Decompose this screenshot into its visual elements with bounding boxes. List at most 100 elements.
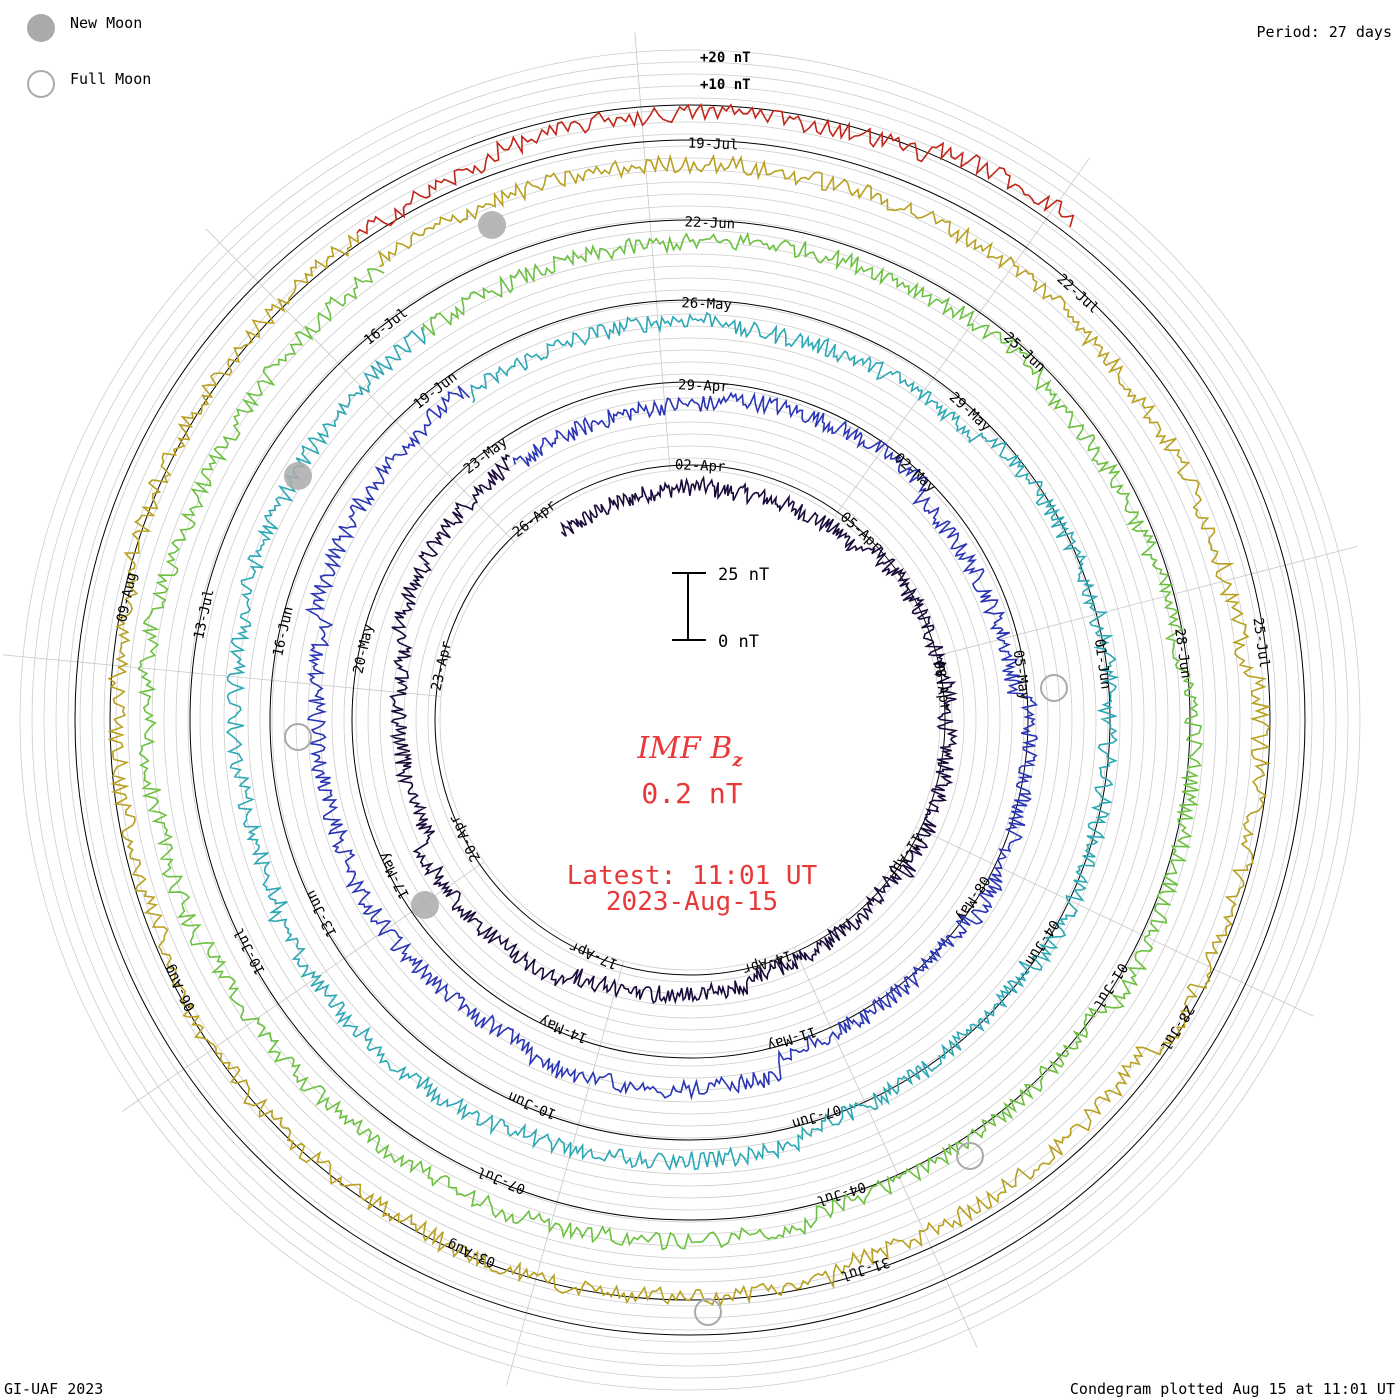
legend-full-moon: Full Moon xyxy=(70,70,151,88)
date-label: 16-Jun xyxy=(270,605,296,658)
scalebar-bottom-label: 0 nT xyxy=(718,632,759,652)
chart-title-main: IMF B xyxy=(636,731,732,766)
grid-ring xyxy=(67,97,1313,1343)
series-trace-rotation-3 xyxy=(225,311,1120,1172)
series-trace-rotation-6 xyxy=(356,102,1075,235)
date-label: 05-Apr xyxy=(837,509,885,555)
date-label: 14-Apr xyxy=(741,947,794,978)
date-label: 29-Apr xyxy=(678,377,729,395)
date-label: 17-Apr xyxy=(567,938,620,972)
period-label: Period: 27 days xyxy=(1257,23,1392,41)
current-value: 0.2 nT xyxy=(641,777,742,810)
baseline-ring xyxy=(269,299,1111,1141)
grid-ring xyxy=(151,181,1229,1259)
full-moon-marker xyxy=(694,1298,722,1326)
grid-spoke xyxy=(834,157,1091,517)
latest-date: 2023-Aug-15 xyxy=(606,887,778,917)
baseline-ring xyxy=(74,104,1306,1336)
date-label: 13-Jun xyxy=(303,887,341,939)
grid-spoke xyxy=(205,228,515,543)
series-traces xyxy=(107,102,1272,1307)
grid-spoke xyxy=(3,654,442,697)
date-label: 26-Apr xyxy=(510,497,560,541)
date-label: 02-Apr xyxy=(675,457,726,475)
new-moon-marker xyxy=(284,462,312,490)
footer-plotted: Condegram plotted Aug 15 at 11:01 UT xyxy=(1070,1380,1395,1398)
grid-ring xyxy=(103,133,1277,1307)
grid-spoke xyxy=(915,826,1314,1017)
date-label: 26-May xyxy=(681,295,732,313)
date-label: 10-Jun xyxy=(506,1088,559,1122)
grid-ring xyxy=(379,409,1001,1031)
date-label: 14-May xyxy=(537,1012,590,1046)
new-moon-marker xyxy=(411,891,439,919)
new-moon-marker xyxy=(478,211,506,239)
grid-ring xyxy=(199,229,1181,1211)
date-label: 20-May xyxy=(350,622,376,675)
date-label: 06-Aug xyxy=(161,962,199,1014)
grid-ring xyxy=(247,277,1133,1163)
date-label: 04-Jul xyxy=(815,1178,868,1209)
grid-ring xyxy=(115,145,1265,1295)
date-label: 05-May xyxy=(1010,649,1033,701)
date-label: 22-Jun xyxy=(684,214,735,232)
date-label: 19-Jun xyxy=(411,369,461,413)
grid-ring xyxy=(55,85,1325,1355)
grid-ring xyxy=(235,265,1145,1175)
grid-spoke xyxy=(793,947,978,1348)
grid-ring xyxy=(367,397,1013,1043)
full-moon-marker xyxy=(1040,674,1068,702)
grid-spoke xyxy=(931,545,1358,658)
new-moon-icon xyxy=(27,14,55,42)
grid-ring xyxy=(271,301,1109,1139)
full-moon-marker xyxy=(284,723,312,751)
grid-ring xyxy=(331,361,1049,1079)
date-label: 16-Jul xyxy=(361,305,411,349)
legend-new-moon: New Moon xyxy=(70,14,142,32)
grid-ring xyxy=(259,289,1121,1151)
date-label: 03-Aug xyxy=(445,1236,498,1270)
grid-ring xyxy=(187,217,1193,1223)
moon-markers xyxy=(284,211,1068,1326)
series-trace-rotation-4 xyxy=(137,231,1203,1251)
grid-ring xyxy=(391,421,989,1019)
series-trace-rotation-2 xyxy=(304,385,1039,1101)
latest-time: Latest: 11:01 UT xyxy=(567,861,818,891)
grid-ring xyxy=(43,73,1337,1367)
date-label: 10-Jul xyxy=(231,925,269,977)
grid-ring xyxy=(283,313,1097,1127)
date-label: 08-Apr xyxy=(930,660,953,712)
date-label: 28-Jun xyxy=(1171,627,1194,679)
baseline-ring xyxy=(189,219,1191,1221)
footer-credit: GI-UAF 2023 xyxy=(4,1380,103,1398)
grid-spoke xyxy=(506,960,624,1386)
grid-ring xyxy=(91,121,1289,1319)
full-moon-marker xyxy=(956,1142,984,1170)
full-moon-icon xyxy=(27,70,55,98)
grid-ring xyxy=(163,193,1217,1247)
date-label: 22-Jul xyxy=(1054,271,1102,317)
scalebar-top-label: 25 nT xyxy=(718,565,769,585)
grid-ring xyxy=(403,433,977,1007)
date-label: 01-Jul xyxy=(1090,960,1131,1011)
grid-ring xyxy=(31,61,1349,1379)
grid-ring xyxy=(175,205,1205,1235)
scale-top-label: +20 nT xyxy=(700,50,751,66)
baseline-ring xyxy=(351,381,1029,1059)
chart-title-sub: z xyxy=(731,750,743,771)
date-label: 19-Jul xyxy=(687,135,738,153)
grid-ring xyxy=(355,385,1025,1055)
date-label: 13-Jul xyxy=(191,588,217,641)
grid-ring xyxy=(295,325,1085,1115)
date-label: 23-Apr xyxy=(429,640,455,693)
scale-mid-label: +10 nT xyxy=(700,77,751,93)
chart-title: IMF Bz xyxy=(636,731,743,771)
series-trace-rotation-1 xyxy=(389,454,959,1005)
date-label: 25-Jul xyxy=(1249,617,1272,669)
date-label: 09-Aug xyxy=(114,571,140,624)
date-label: 01-Jun xyxy=(1091,638,1114,690)
series-trace-rotation-5 xyxy=(107,153,1272,1307)
date-label: 07-Jul xyxy=(475,1163,528,1197)
date-label: 04-Jun xyxy=(1021,917,1062,968)
